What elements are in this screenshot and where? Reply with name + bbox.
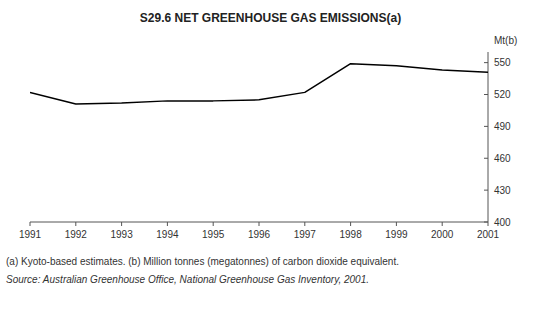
title: S29.6 NET GREENHOUSE GAS EMISSIONS(a) — [140, 11, 401, 25]
x-tick-label: 1997 — [294, 229, 317, 240]
x-tick-label: 1995 — [202, 229, 225, 240]
plot-area — [30, 64, 488, 104]
x-tick — [213, 222, 214, 226]
x-tick-label: 1999 — [385, 229, 408, 240]
y-tick-label: 550 — [494, 57, 511, 68]
x-tick — [30, 222, 31, 226]
y-tick-label: 490 — [494, 121, 511, 132]
x-tick — [304, 222, 305, 226]
x-tick — [488, 222, 489, 226]
x-tick-label: 2000 — [431, 229, 454, 240]
y-axis-line — [488, 52, 489, 222]
y-axis-label: Mt(b) — [494, 35, 517, 46]
x-tick-label: 1998 — [339, 229, 362, 240]
y-tick — [484, 94, 488, 95]
y-tick — [484, 222, 488, 223]
footnote: (a) Kyoto-based estimates. (b) Million t… — [6, 256, 399, 267]
y-tick-label: 430 — [494, 185, 511, 196]
x-tick — [167, 222, 168, 226]
x-tick-label: 1994 — [156, 229, 179, 240]
y-tick — [484, 126, 488, 127]
data-line — [30, 64, 488, 104]
x-tick — [121, 222, 122, 226]
footnote: Source: Australian Greenhouse Office, Na… — [6, 274, 369, 285]
y-tick — [484, 158, 488, 159]
x-tick-label: 2001 — [477, 229, 500, 240]
y-tick — [484, 62, 488, 63]
x-tick — [350, 222, 351, 226]
x-tick — [442, 222, 443, 226]
x-tick — [75, 222, 76, 226]
x-tick-label: 1991 — [19, 229, 42, 240]
y-tick-label: 520 — [494, 89, 511, 100]
y-tick — [484, 190, 488, 191]
x-tick-label: 1996 — [248, 229, 271, 240]
x-tick-label: 1993 — [110, 229, 133, 240]
x-tick — [259, 222, 260, 226]
x-tick — [396, 222, 397, 226]
y-tick-label: 400 — [494, 217, 511, 228]
x-tick-label: 1992 — [65, 229, 88, 240]
y-tick-label: 460 — [494, 153, 511, 164]
